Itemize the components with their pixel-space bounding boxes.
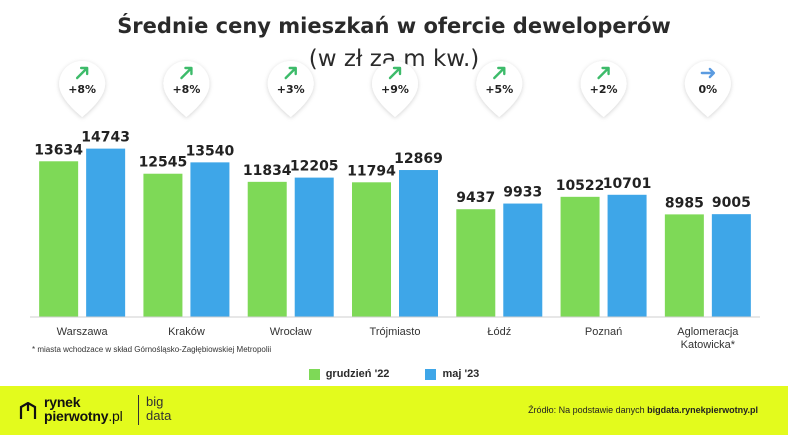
data-label-cat-3-s1: 12869 bbox=[394, 151, 443, 167]
change-bubble-cat-4 bbox=[476, 61, 523, 117]
bigdata-line2: data bbox=[146, 408, 172, 423]
legend-swatch-may23 bbox=[425, 368, 437, 380]
brand-tld: .pl bbox=[108, 408, 123, 424]
bigdata-logo: big data bbox=[146, 395, 171, 423]
change-bubble-cat-0 bbox=[59, 61, 106, 117]
source-prefix: Źródło: Na podstawie danych bbox=[528, 405, 648, 415]
arrow-up-icon bbox=[493, 66, 506, 80]
footer-divider bbox=[138, 395, 139, 425]
bar-cat-3-s1 bbox=[399, 170, 438, 317]
data-label-cat-6-s0: 8985 bbox=[665, 195, 704, 211]
data-label-cat-2-s0: 11834 bbox=[243, 163, 292, 179]
change-bubble-cat-3 bbox=[372, 61, 418, 117]
footer-bar: rynek pierwotny.pl big data Źródło: Na p… bbox=[0, 386, 788, 435]
data-label-cat-4-s0: 9437 bbox=[456, 190, 495, 206]
legend-label-dec22: grudzień '22 bbox=[325, 368, 390, 380]
data-label-cat-6-s1: 9005 bbox=[712, 195, 751, 211]
brand-line2: pierwotny.pl bbox=[44, 409, 123, 423]
x-tick-label-cat-4: Łódź bbox=[487, 326, 511, 338]
change-label-cat-1: +8% bbox=[172, 83, 200, 96]
x-tick-label-cat-6-l1: Katowicka* bbox=[681, 339, 736, 351]
change-bubble-cat-5 bbox=[580, 61, 627, 117]
legend-swatch-dec22 bbox=[308, 368, 320, 380]
arrow-up-icon bbox=[284, 66, 297, 80]
bar-cat-4-s0 bbox=[456, 209, 496, 317]
bar-cat-1-s1 bbox=[190, 162, 230, 317]
x-tick-label-cat-2: Wrocław bbox=[270, 326, 312, 338]
x-tick-label-cat-1: Kraków bbox=[168, 326, 205, 338]
source-note: Źródło: Na podstawie danych bigdata.ryne… bbox=[528, 405, 758, 415]
brand-name: rynek pierwotny.pl bbox=[44, 395, 123, 423]
arrow-up-icon bbox=[75, 66, 89, 80]
brand-word: pierwotny bbox=[44, 408, 109, 424]
arrow-up-icon bbox=[597, 66, 610, 80]
change-bubble-cat-6 bbox=[684, 61, 731, 117]
legend-item-dec22: grudzień '22 bbox=[308, 368, 390, 380]
brand-logo-icon bbox=[19, 402, 37, 419]
change-label-cat-6: 0% bbox=[699, 83, 718, 96]
chart-title: Średnie ceny mieszkań w ofercie dewelope… bbox=[117, 14, 671, 38]
data-label-cat-1-s0: 12545 bbox=[139, 155, 188, 171]
x-tick-label-cat-6-l0: Aglomeracja bbox=[677, 326, 739, 338]
data-label-cat-0-s1: 14743 bbox=[81, 130, 130, 146]
arrow-up-icon bbox=[180, 66, 193, 80]
arrow-up-icon bbox=[388, 66, 402, 80]
change-bubble-cat-1 bbox=[163, 60, 210, 117]
x-tick-label-cat-3: Trójmiasto bbox=[370, 326, 421, 338]
bar-cat-5-s0 bbox=[560, 196, 600, 317]
change-label-cat-2: +3% bbox=[277, 83, 305, 96]
data-label-cat-0-s0: 13634 bbox=[34, 142, 83, 158]
legend: grudzień '22 maj '23 bbox=[0, 368, 788, 380]
bar-cat-1-s0 bbox=[143, 173, 183, 317]
bar-cat-0-s1 bbox=[86, 148, 126, 317]
brand-line1: rynek bbox=[44, 394, 81, 410]
change-label-cat-4: +5% bbox=[485, 83, 513, 96]
data-label-cat-4-s1: 9933 bbox=[503, 185, 542, 201]
bigdata-line1: big bbox=[146, 394, 164, 409]
footnote: * miasta wchodzace w skład Górnośląsko-Z… bbox=[32, 345, 272, 354]
arrow-right-icon bbox=[700, 67, 716, 79]
data-label-cat-2-s1: 12205 bbox=[290, 159, 339, 175]
data-label-cat-5-s1: 10701 bbox=[603, 176, 652, 192]
x-tick-label-cat-5: Poznań bbox=[585, 326, 622, 338]
bar-cat-2-s0 bbox=[247, 181, 287, 317]
source-link[interactable]: bigdata.rynekpierwotny.pl bbox=[647, 405, 758, 415]
change-label-cat-3: +9% bbox=[381, 83, 409, 96]
bar-cat-0-s0 bbox=[39, 161, 79, 317]
change-label-cat-0: +8% bbox=[68, 83, 96, 96]
change-label-cat-5: +2% bbox=[590, 83, 618, 96]
data-label-cat-3-s0: 11794 bbox=[347, 163, 396, 179]
legend-item-may23: maj '23 bbox=[425, 368, 479, 380]
bar-cat-6-s0 bbox=[664, 214, 704, 317]
data-label-cat-1-s1: 13540 bbox=[186, 143, 235, 159]
change-bubble-cat-2 bbox=[267, 61, 314, 117]
bar-cat-2-s1 bbox=[294, 177, 334, 317]
data-label-cat-5-s0: 10522 bbox=[556, 178, 605, 194]
legend-label-may23: maj '23 bbox=[442, 368, 480, 380]
x-tick-label-cat-0: Warszawa bbox=[57, 326, 109, 338]
bar-cat-6-s1 bbox=[711, 214, 751, 317]
bar-cat-5-s1 bbox=[607, 194, 647, 317]
bar-cat-4-s1 bbox=[503, 203, 543, 317]
bar-cat-3-s0 bbox=[352, 182, 391, 317]
